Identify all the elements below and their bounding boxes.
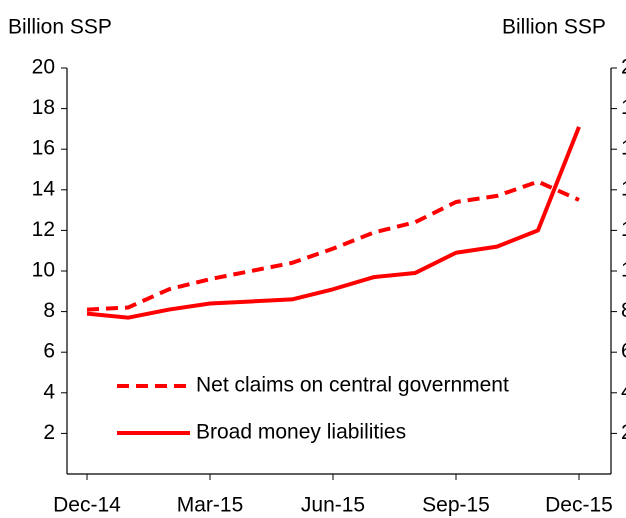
y-tick-label: 2 <box>43 421 55 444</box>
y2-tick-label: 4 <box>621 380 626 403</box>
legend-label: Broad money liabilities <box>196 421 406 444</box>
y2-axis-title: Billion SSP <box>502 16 606 39</box>
y-tick-label: 16 <box>32 137 55 160</box>
x-tick-label: Dec-14 <box>53 494 121 517</box>
y2-tick-label: 8 <box>621 299 626 322</box>
y2-tick-label: 16 <box>621 137 626 160</box>
y2-tick-label: 6 <box>621 340 626 363</box>
y-tick-label: 6 <box>43 340 55 363</box>
y-tick-label: 20 <box>32 56 55 79</box>
x-tick-label: Sep-15 <box>422 494 490 517</box>
y2-tick-label: 14 <box>621 177 626 200</box>
y2-tick-label: 20 <box>621 56 626 79</box>
y-tick-label: 10 <box>32 259 55 282</box>
series-line <box>86 126 581 320</box>
y-tick-label: 12 <box>32 218 55 241</box>
y-tick-label: 18 <box>32 96 55 119</box>
y-axis-title: Billion SSP <box>8 16 112 39</box>
series-line <box>86 179 580 312</box>
y2-tick-label: 10 <box>621 259 626 282</box>
x-tick-label: Dec-15 <box>545 494 613 517</box>
legend-label: Net claims on central government <box>196 374 509 397</box>
y-tick-label: 8 <box>43 299 55 322</box>
y-tick-label: 4 <box>43 380 55 403</box>
x-tick-label: Jun-15 <box>301 494 365 517</box>
x-tick-label: Mar-15 <box>177 494 244 517</box>
y2-tick-label: 12 <box>621 218 626 241</box>
y2-tick-label: 2 <box>621 421 626 444</box>
y-tick-label: 14 <box>32 177 56 200</box>
y2-tick-label: 18 <box>621 96 626 119</box>
